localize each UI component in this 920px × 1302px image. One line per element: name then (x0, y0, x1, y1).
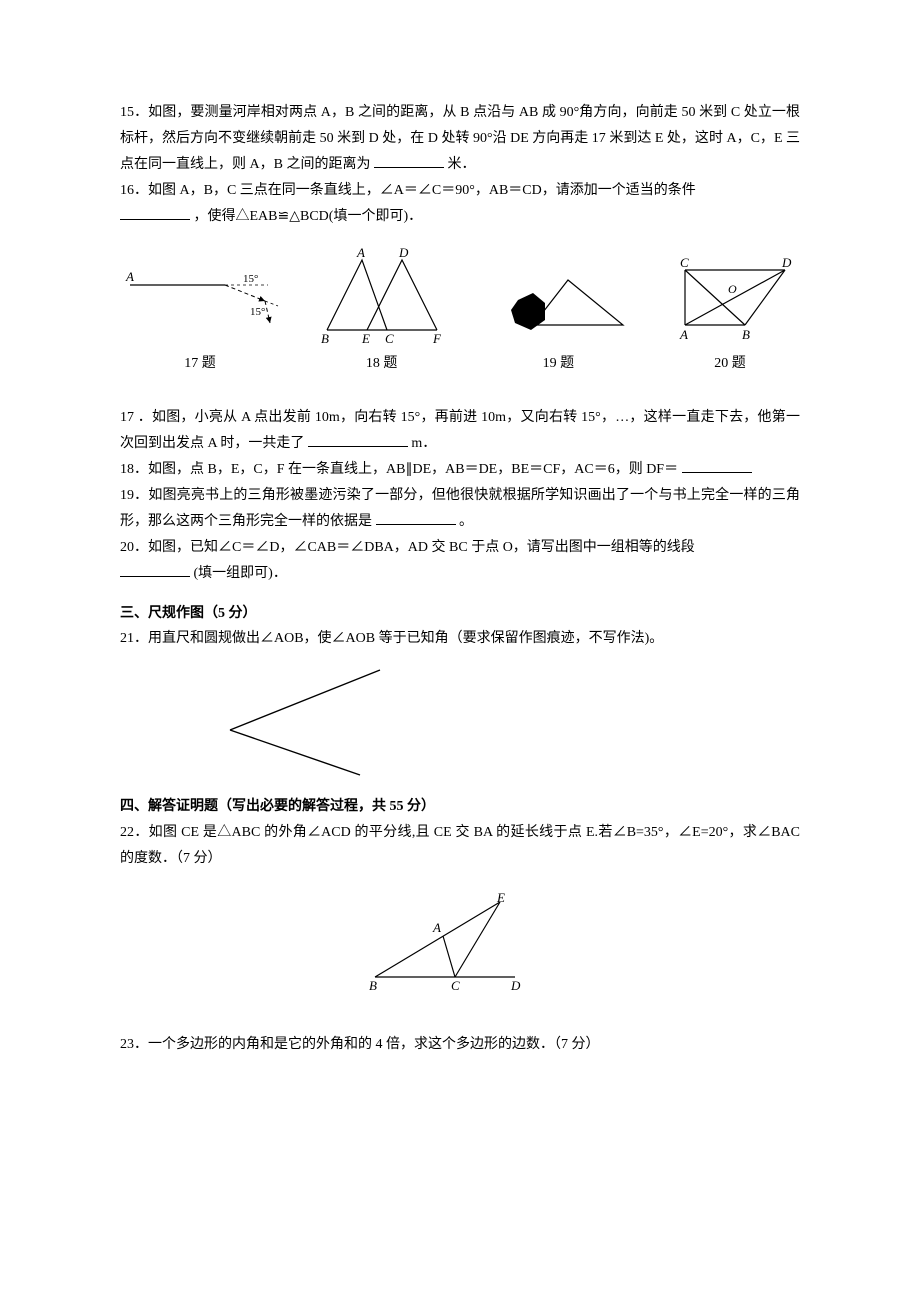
fig20-C: C (680, 255, 689, 270)
q20-blank[interactable] (120, 562, 190, 577)
fig18-C: C (385, 331, 394, 345)
figure-22-svg: E A B C D (365, 892, 525, 992)
question-22: 22．如图 CE 是△ABC 的外角∠ACD 的平分线,且 CE 交 BA 的延… (120, 820, 800, 872)
q15-blank[interactable] (374, 153, 444, 168)
question-23: 23．一个多边形的内角和是它的外角和的 4 倍，求这个多边形的边数．（7 分） (120, 1032, 800, 1058)
fig18-B: B (321, 331, 329, 345)
figure-18-svg: A D B E C F (307, 245, 457, 345)
fig18-F: F (432, 331, 442, 345)
section-4-head: 四、解答证明题（写出必要的解答过程，共 55 分） (120, 794, 800, 820)
fig20-O: O (728, 282, 737, 296)
question-16: 16．如图 A，B，C 三点在同一条直线上，∠A＝∠C＝90°，AB＝CD，请添… (120, 178, 800, 204)
question-16b: ，使得△EAB≌△BCD(填一个即可)． (120, 204, 800, 230)
q18-blank[interactable] (682, 458, 752, 473)
q16-text1: 16．如图 A，B，C 三点在同一条直线上，∠A＝∠C＝90°，AB＝CD，请添… (120, 183, 696, 198)
q17-suffix: m． (411, 436, 436, 451)
fig22-A: A (432, 920, 441, 935)
fig22-C: C (451, 978, 460, 992)
q19-suffix: 。 (459, 514, 473, 529)
q19-blank[interactable] (376, 510, 456, 525)
question-15: 15．如图，要测量河岸相对两点 A，B 之间的距离，从 B 点沿与 AB 成 9… (120, 100, 800, 178)
figure-19: 19 题 (483, 265, 633, 377)
fig18-E: E (361, 331, 370, 345)
figure-20-svg: C D A B O (660, 255, 800, 345)
question-20b: (填一组即可)． (120, 561, 800, 587)
question-19: 19．如图亮亮书上的三角形被墨迹污染了一部分，但他很快就根据所学知识画出了一个与… (120, 483, 800, 535)
fig17-angle2: 15° (250, 306, 265, 318)
q18-text: 18．如图，点 B，E，C，F 在一条直线上，AB∥DE，AB＝DE，BE＝CF… (120, 462, 678, 477)
section-3-head: 三、尺规作图（5 分） (120, 601, 800, 627)
fig22-E: E (496, 892, 505, 905)
figure-20-label: 20 题 (660, 351, 800, 377)
q17-blank[interactable] (308, 432, 408, 447)
figure-17-svg: A 15° 15° (120, 265, 280, 345)
fig17-angle1: 15° (243, 273, 258, 285)
question-18: 18．如图，点 B，E，C，F 在一条直线上，AB∥DE，AB＝DE，BE＝CF… (120, 457, 800, 483)
figure-18-label: 18 题 (307, 351, 457, 377)
q17-text: 17 ．如图，小亮从 A 点出发前 10m，向右转 15°，再前进 10m，又向… (120, 410, 800, 451)
figure-17-label: 17 题 (120, 351, 280, 377)
figure-row-17-20: A 15° 15° 17 题 A D B E C F 18 题 19 题 (120, 245, 800, 377)
fig22-B: B (369, 978, 377, 992)
figure-19-svg (483, 265, 633, 345)
q16-blank[interactable] (120, 205, 190, 220)
fig17-A: A (125, 269, 134, 284)
fig18-D: D (398, 245, 409, 260)
q20-text: 20．如图，已知∠C＝∠D，∠CAB＝∠DBA，AD 交 BC 于点 O，请写出… (120, 540, 695, 555)
fig20-A: A (679, 327, 688, 342)
figure-20: C D A B O 20 题 (660, 255, 800, 377)
q15-suffix: 米． (447, 157, 475, 172)
question-20: 20．如图，已知∠C＝∠D，∠CAB＝∠DBA，AD 交 BC 于点 O，请写出… (120, 535, 800, 561)
question-17: 17 ．如图，小亮从 A 点出发前 10m，向右转 15°，再前进 10m，又向… (120, 405, 800, 457)
q16-text2: ，使得△EAB≌△BCD(填一个即可)． (194, 209, 423, 224)
fig22-D: D (510, 978, 521, 992)
fig18-A: A (356, 245, 365, 260)
fig20-B: B (742, 327, 750, 342)
fig20-D: D (781, 255, 792, 270)
figure-21-svg (210, 660, 410, 780)
figure-22: E A B C D (120, 892, 770, 992)
figure-17: A 15° 15° 17 题 (120, 265, 280, 377)
figure-19-label: 19 题 (483, 351, 633, 377)
figure-18: A D B E C F 18 题 (307, 245, 457, 377)
question-21: 21．用直尺和圆规做出∠AOB，使∠AOB 等于已知角（要求保留作图痕迹，不写作… (120, 626, 800, 652)
q20-suffix: (填一组即可)． (194, 566, 287, 581)
